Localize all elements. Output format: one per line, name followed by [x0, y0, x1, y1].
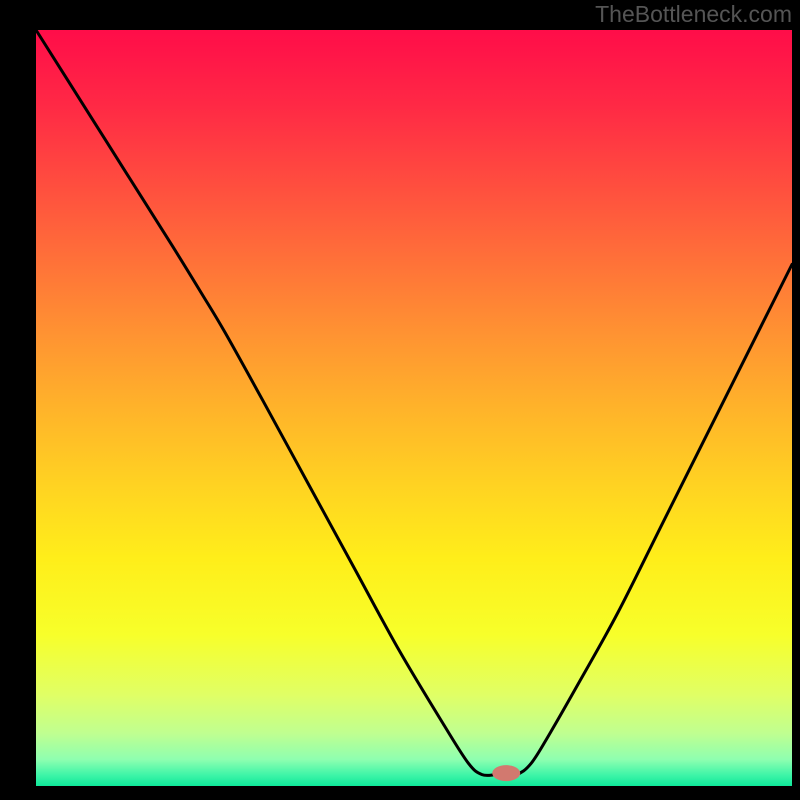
gradient-background	[36, 30, 792, 786]
watermark-text: TheBottleneck.com	[595, 1, 792, 27]
optimum-marker	[492, 765, 520, 781]
bottleneck-chart: TheBottleneck.com	[0, 0, 800, 800]
